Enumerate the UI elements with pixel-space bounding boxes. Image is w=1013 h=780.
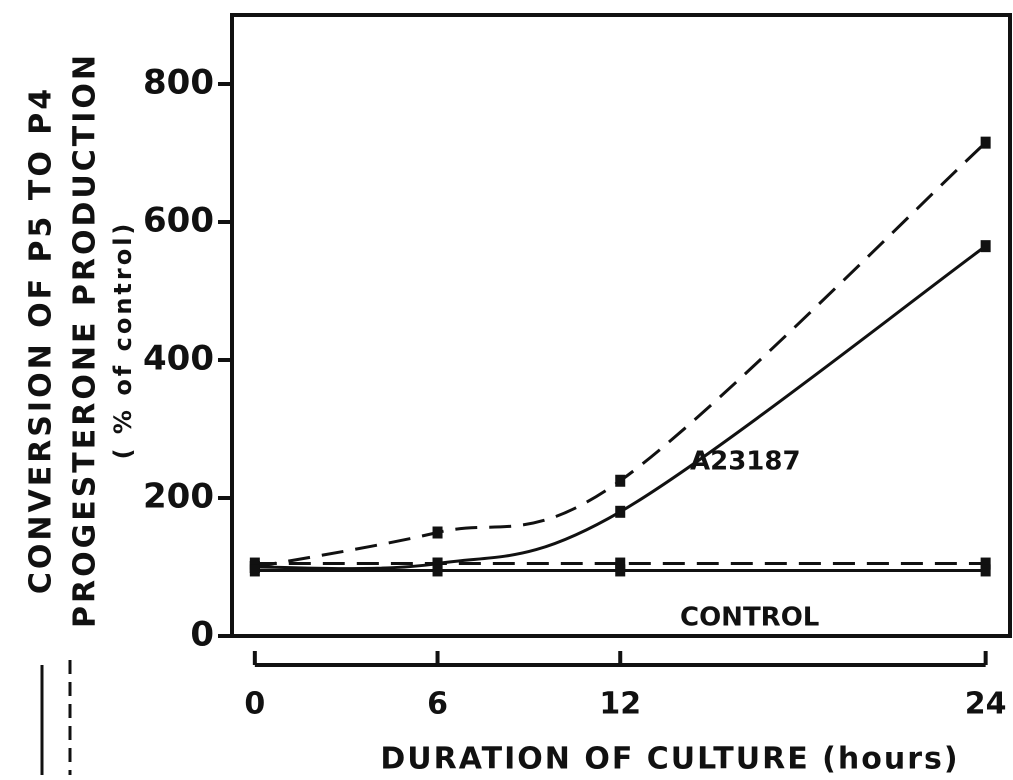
frame [230, 13, 1012, 638]
point [980, 557, 991, 570]
point [432, 526, 443, 539]
point [249, 557, 260, 570]
point [615, 564, 626, 577]
point [615, 505, 626, 518]
y-axis-label: PROGESTERONE PRODUCTION [68, 52, 103, 628]
point [615, 557, 626, 570]
point [432, 557, 443, 570]
y-tick-label: 800 [143, 63, 214, 103]
y-tick-label: 0 [190, 615, 214, 655]
annotation: A23187 [690, 447, 801, 477]
x-axis-label: DURATION OF CULTURE (hours) [380, 742, 959, 777]
y-tick-label: 600 [143, 201, 214, 241]
series-line [254, 244, 987, 571]
x-tick-label: 12 [599, 687, 641, 722]
series-line [254, 141, 987, 569]
y-axis-label: CONVERSION OF P5 TO P4 [24, 86, 59, 594]
point [249, 564, 260, 577]
annotation: CONTROL [680, 603, 819, 633]
y-tick-label: 400 [143, 339, 214, 379]
point [432, 564, 443, 577]
y-tick-label: 200 [143, 477, 214, 517]
point [980, 136, 991, 149]
x-tick-label: 0 [244, 687, 265, 722]
point [615, 474, 626, 487]
y-axis-label: ( % of control) [109, 221, 137, 460]
x-tick-label: 6 [427, 687, 448, 722]
x-tick-label: 24 [965, 687, 1007, 722]
point [980, 240, 991, 253]
point [980, 564, 991, 577]
